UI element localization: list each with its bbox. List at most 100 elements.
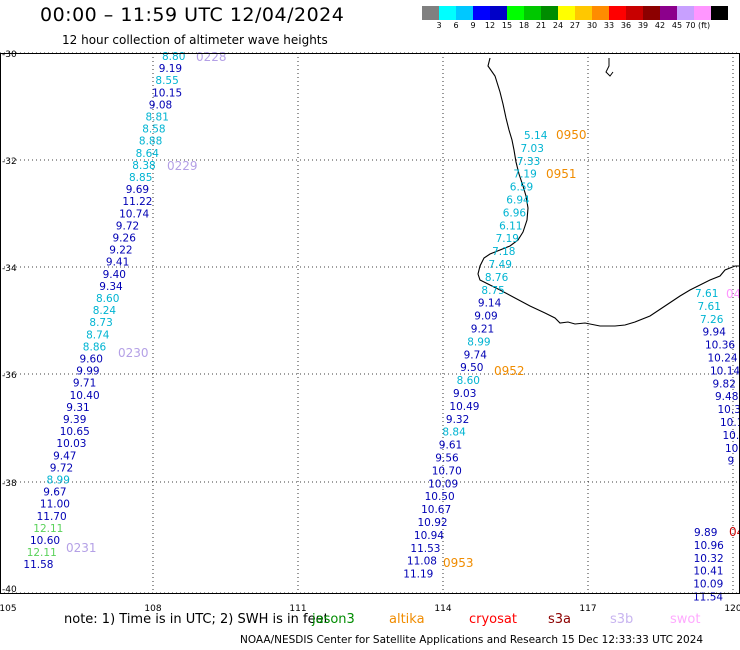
satellite-legend-item: cryosat [469, 612, 517, 627]
legend-swatch [711, 6, 728, 20]
swh-value: 10.49 [449, 401, 479, 413]
swh-value: 10.50 [425, 491, 455, 503]
legend-tick-label: 36 [620, 21, 632, 30]
swh-value: 8.84 [442, 427, 466, 439]
pass-time-label: 0231 [66, 541, 97, 555]
swh-value: 8.99 [47, 475, 70, 487]
swh-value: 9.22 [109, 245, 132, 257]
swh-value: 9.34 [99, 281, 123, 293]
swh-value: 9.56 [435, 453, 459, 465]
swh-value: 6.94 [506, 195, 530, 207]
coastline-detail [605, 58, 614, 77]
swh-value: 8.74 [86, 329, 110, 341]
swh-value: 10.15 [152, 87, 182, 99]
swh-value: 12.11 [27, 547, 57, 559]
swh-value: 8.24 [93, 305, 117, 317]
swh-value: 9.03 [453, 388, 476, 400]
swh-value: 9.40 [103, 269, 126, 281]
swh-value: 7.49 [489, 259, 512, 271]
swh-value: 10.03 [56, 438, 86, 450]
swh-value: 10.09 [693, 579, 723, 591]
legend-swatch [541, 6, 558, 20]
color-legend-labels: 3 6 9 12 15 18 21 24 27 30 33 36 39 42 45 70 (ft) [422, 21, 740, 35]
swh-value: 9.61 [439, 440, 462, 452]
pass-time-label: 0951 [546, 167, 577, 181]
legend-tick-label: 39 [637, 21, 649, 30]
swh-value: 9.48 [715, 391, 738, 403]
color-legend [422, 6, 728, 20]
swh-value: 8.55 [155, 75, 178, 87]
lat-label: -40 [2, 585, 17, 595]
swh-value: 10.65 [60, 426, 90, 438]
satellite-legend-item: jason3 [312, 612, 355, 627]
legend-swatch [558, 6, 575, 20]
swh-value: 9.31 [66, 402, 89, 414]
swh-value: 10.96 [694, 540, 724, 552]
swh-value: 11.08 [407, 556, 437, 568]
legend-tick-label: 70 (ft) [685, 21, 711, 30]
lat-label: -36 [2, 371, 17, 381]
lon-label: 108 [144, 604, 161, 614]
lon-label: 105 [0, 604, 17, 614]
swh-value: 12.11 [33, 523, 63, 535]
swh-value: 9.32 [446, 414, 469, 426]
altimeter-tracks: 8.809.198.5510.159.088.818.588.888.648.3… [23, 50, 740, 604]
swh-value: 9.74 [464, 349, 488, 361]
swh-value: 9.47 [53, 450, 76, 462]
swh-value: 10.09 [428, 478, 458, 490]
swh-value: 11.19 [403, 569, 433, 581]
legend-swatch [456, 6, 473, 20]
legend-swatch [626, 6, 643, 20]
satellite-legend-item: altika [389, 612, 425, 627]
swh-value: 7.33 [517, 156, 540, 168]
swh-value: 9.41 [106, 257, 129, 269]
swh-value: 6.59 [510, 182, 533, 194]
swh-value: 10.60 [30, 535, 60, 547]
swh-value: 9.60 [80, 354, 103, 366]
lat-label: -34 [2, 264, 17, 274]
legend-swatch [507, 6, 524, 20]
track-2: 5.147.037.337.196.596.946.966.117.197.18… [403, 128, 586, 581]
swh-value: 7.61 [695, 288, 718, 300]
lat-label: -38 [2, 479, 17, 489]
lat-label: -30 [2, 50, 17, 60]
swh-value: 10. [725, 443, 740, 455]
lon-label: 111 [289, 604, 306, 614]
legend-tick-label: 45 [671, 21, 683, 30]
swh-value: 9.69 [126, 184, 149, 196]
swh-value: 6.96 [503, 207, 527, 219]
swh-value: 9.14 [478, 298, 502, 310]
swh-value: 9.26 [113, 233, 137, 245]
legend-swatch [473, 6, 490, 20]
swh-value: 11.70 [37, 511, 67, 523]
satellite-legend-item: s3a [548, 612, 572, 627]
lon-label: 114 [434, 604, 451, 614]
legend-tick-label: 33 [603, 21, 615, 30]
pass-time-label: 0950 [556, 128, 587, 142]
swh-value: 10.40 [70, 390, 100, 402]
swh-value: 10.24 [708, 353, 738, 365]
swh-value: 11.54 [693, 592, 723, 604]
pass-time-label: 0229 [167, 159, 198, 173]
legend-swatch [524, 6, 541, 20]
swh-value: 9.94 [703, 327, 727, 339]
swh-value: 9.67 [43, 487, 66, 499]
swh-value: 11.22 [122, 196, 152, 208]
swh-value: 10.94 [414, 530, 444, 542]
swh-value: 10. [723, 430, 740, 442]
lon-label: 120 [724, 604, 740, 614]
swh-value: 7.61 [698, 301, 721, 313]
satellite-legend-item: swot [670, 612, 701, 627]
legend-swatch [592, 6, 609, 20]
swh-value: 8.64 [136, 148, 160, 160]
legend-swatch [643, 6, 660, 20]
swh-value: 9.19 [159, 63, 182, 75]
legend-swatch [677, 6, 694, 20]
swh-value: 9.08 [149, 99, 172, 111]
swh-value: 10.70 [432, 465, 462, 477]
swh-value: 10.92 [418, 517, 448, 529]
legend-tick-label: 42 [654, 21, 666, 30]
map-title: 00:00 – 11:59 UTC 12/04/2024 [40, 4, 345, 26]
swh-value: 8.75 [481, 285, 504, 297]
